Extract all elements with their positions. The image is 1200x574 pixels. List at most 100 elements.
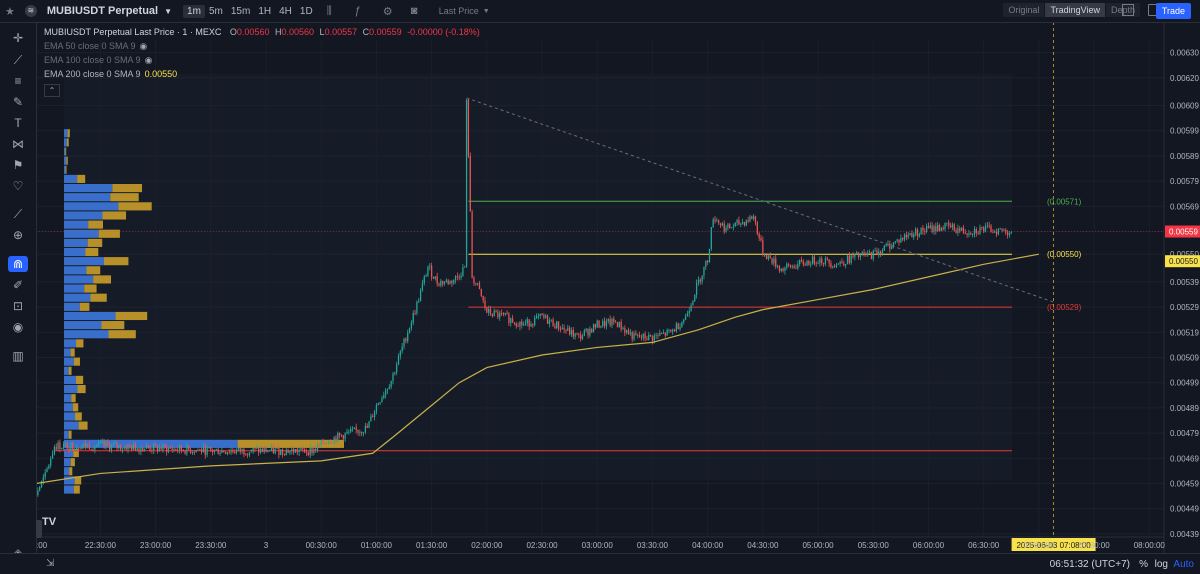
candle-down [287,450,289,453]
heart-icon[interactable]: ♡ [12,179,24,193]
timeframe-15m[interactable]: 15m [230,5,251,17]
candle-up [40,480,43,488]
candle-down [563,327,565,330]
x-tick-label: 03:30:00 [637,541,669,550]
candle-down [541,313,543,316]
timeframe-5m[interactable]: 5m [208,5,223,17]
candle-down [486,307,488,313]
calendar-range-icon[interactable]: ⇲ [46,558,55,569]
x-tick-label: 07:30:00 [1079,541,1111,550]
eye-icon[interactable]: ◉ [12,320,24,334]
candle-up [791,266,793,267]
volume-profile-bar-up [64,202,119,211]
candle-down [948,222,950,226]
candle-up [716,220,718,222]
candle-style-icon[interactable]: ⫼ [326,4,332,17]
candle-down [644,333,646,339]
candle-up [162,444,164,450]
crosshair-time-label-bg [1011,538,1096,551]
auto-toggle[interactable]: Auto [1173,559,1194,570]
legend-low: 0.00557 [324,27,358,37]
camera-icon[interactable]: ◙ [410,5,418,17]
clock[interactable]: 06:51:32 (UTC+7) [1049,559,1130,570]
candle-down [184,450,186,454]
candle-down [657,334,659,336]
candle-up [999,228,1001,230]
y-tick-label: 0.00489 [1170,404,1199,413]
candle-down [180,445,183,450]
candle-up [464,266,466,268]
brush-icon[interactable]: ✎ [12,95,24,109]
candle-up [37,490,39,496]
settings-icon[interactable]: ⚙ [382,5,393,18]
pattern-icon[interactable]: ⋈ [12,137,24,151]
volume-profile-bar-down [79,302,90,311]
x-tick-label: 08:00:00 [1134,541,1166,550]
candle-up [648,334,650,341]
log-toggle[interactable]: log [1154,559,1168,570]
legend-ema200-row[interactable]: EMA 200 close 0 SMA 9 0.00550 [44,67,480,81]
candle-down [131,446,133,450]
candle-up [681,322,683,327]
candle-up [370,416,372,422]
candle-down [870,252,873,259]
candle-down [517,326,519,327]
view-original[interactable]: Original [1003,3,1045,17]
legend-ema50-row[interactable]: EMA 50 close 0 SMA 9 ◉ [44,39,480,53]
candle-up [583,330,586,336]
star-icon[interactable]: ★ [5,5,15,18]
collapse-handle[interactable] [36,520,42,538]
candle-up [535,316,538,318]
trade-button[interactable]: Trade [1155,3,1191,19]
legend-high-label: H [274,27,282,37]
trash-icon[interactable]: ▥ [12,349,24,363]
candle-down [432,276,435,279]
eye-icon[interactable]: ◉ [144,55,153,65]
indicators-icon[interactable]: ƒ [354,5,361,17]
lock-icon[interactable]: ⊡ [12,299,24,313]
candle-up [666,330,668,336]
view-tradingview[interactable]: TradingView [1045,3,1105,17]
horizontal-lines-icon[interactable]: ≡ [14,74,22,88]
candle-up [881,250,884,255]
candle-down [543,315,545,318]
collapse-legend-icon[interactable]: ⌃ [44,84,60,97]
volume-profile-bar-up [64,311,116,321]
candle-down [718,220,720,224]
crosshair-icon[interactable]: ✛ [12,31,24,45]
symbol-selector[interactable]: MUBIUSDT Perpetual ▼ [42,0,177,22]
candle-down [107,442,109,445]
timeframe-1m[interactable]: 1m [183,4,205,18]
eye-icon[interactable]: ◉ [139,41,148,51]
last-price-tag-bg [1165,225,1200,238]
candle-down [495,310,497,313]
symbol-name: MUBIUSDT Perpetual [46,5,159,17]
candle-up [412,313,414,323]
candle-down [77,447,79,449]
timeframe-4h[interactable]: 4H [279,5,292,17]
forecast-icon[interactable]: ⚑ [12,158,24,172]
legend-ema100-row[interactable]: EMA 100 close 0 SMA 9 ◉ [44,53,480,67]
candle-up [845,264,847,266]
candle-down [743,222,746,226]
price-axis[interactable]: 0.00630 0.00620 0.00609 0.00599 0.00589 0.005… [36,22,1200,553]
zoom-icon[interactable]: ⊕ [12,228,24,242]
candle-up [401,346,403,352]
candle-up [488,308,490,313]
ruler-icon[interactable]: ⟋ [13,207,23,221]
volume-profile-bar-down [66,138,69,147]
magnet-icon[interactable]: ⋒ [8,256,28,272]
pencil-lock-icon[interactable]: ✐ [12,278,24,292]
text-icon[interactable]: T [14,116,22,130]
percent-toggle[interactable]: % [1139,559,1148,570]
timeframe-1h[interactable]: 1H [258,5,272,17]
price-type-selector[interactable]: Last Price ▼ [434,0,495,22]
volume-profile-bar-up [64,458,71,467]
candle-up [118,445,120,448]
candle-down [532,323,534,326]
time-axis[interactable]: :00:0022:30:0023:00:0023:30:00300:30:000… [25,536,1166,550]
layout-icon[interactable] [1122,4,1134,16]
trend-line-icon[interactable]: ⟋ [13,53,23,67]
timeframe-1d[interactable]: 1D [299,5,313,17]
